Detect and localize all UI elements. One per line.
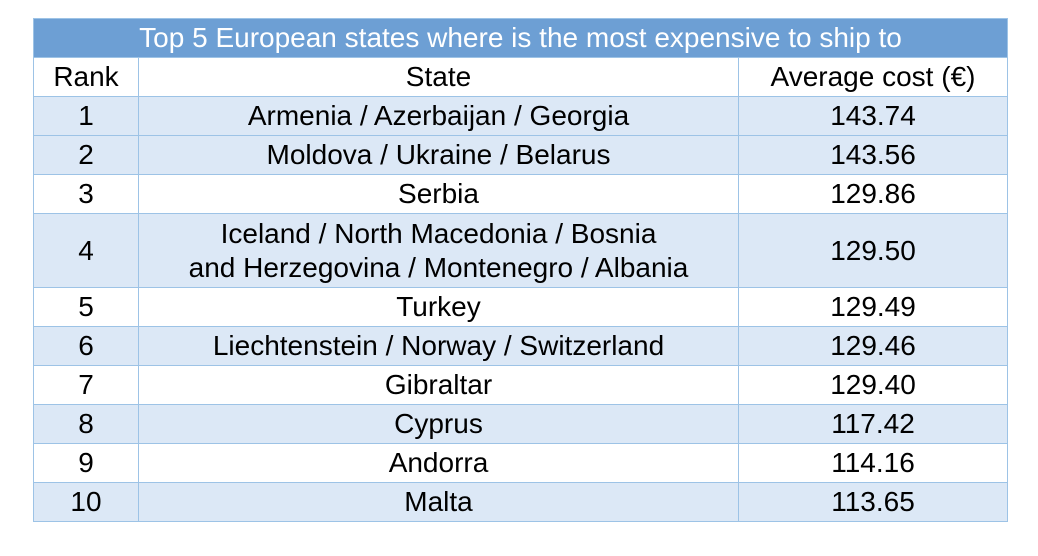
table-row: 10 Malta 113.65 (33, 482, 1009, 522)
rank-cell: 6 (33, 326, 139, 366)
rank-cell: 2 (33, 135, 139, 175)
rank-cell: 5 (33, 287, 139, 327)
rank-cell: 10 (33, 482, 139, 522)
state-cell: Gibraltar (138, 365, 739, 405)
column-header-cost: Average cost (€) (737, 57, 1009, 97)
table-title: Top 5 European states where is the most … (32, 18, 1009, 58)
cost-cell: 143.56 (737, 135, 1009, 175)
table-row: 2 Moldova / Ukraine / Belarus 143.56 (33, 135, 1009, 175)
table-header-row: Rank State Average cost (€) (33, 57, 1009, 97)
cost-cell: 143.74 (737, 96, 1009, 136)
state-cell: Liechtenstein / Norway / Switzerland (138, 326, 739, 366)
cost-cell: 129.50 (737, 213, 1009, 288)
rank-cell: 4 (33, 213, 139, 288)
state-cell: Malta (138, 482, 739, 522)
cost-cell: 129.46 (737, 326, 1009, 366)
table-row: 8 Cyprus 117.42 (33, 404, 1009, 444)
table-title-row: Top 5 European states where is the most … (32, 18, 1009, 58)
state-cell: Armenia / Azerbaijan / Georgia (138, 96, 739, 136)
shipping-cost-table: Top 5 European states where is the most … (32, 18, 1009, 522)
table-row: 1 Armenia / Azerbaijan / Georgia 143.74 (33, 96, 1009, 136)
cost-cell: 129.86 (737, 174, 1009, 214)
state-cell: Andorra (138, 443, 739, 483)
column-header-rank: Rank (33, 57, 139, 97)
state-cell: Cyprus (138, 404, 739, 444)
state-cell-line-2: and Herzegovina / Montenegro / Albania (188, 251, 689, 283)
rank-cell: 9 (33, 443, 139, 483)
table-row: 9 Andorra 114.16 (33, 443, 1009, 483)
cost-cell: 113.65 (737, 482, 1009, 522)
cost-cell: 114.16 (737, 443, 1009, 483)
table-row: 7 Gibraltar 129.40 (33, 365, 1009, 405)
rank-cell: 8 (33, 404, 139, 444)
cost-cell: 129.49 (737, 287, 1009, 327)
state-cell: Iceland / North Macedonia / Bosnia and H… (138, 213, 739, 288)
table-row: 6 Liechtenstein / Norway / Switzerland 1… (33, 326, 1009, 366)
rank-cell: 7 (33, 365, 139, 405)
state-cell: Turkey (138, 287, 739, 327)
shipping-cost-table-container: Top 5 European states where is the most … (32, 18, 1009, 522)
table-row: 5 Turkey 129.49 (33, 287, 1009, 327)
state-cell: Moldova / Ukraine / Belarus (138, 135, 739, 175)
cost-cell: 117.42 (737, 404, 1009, 444)
state-cell: Serbia (138, 174, 739, 214)
column-header-state: State (138, 57, 739, 97)
rank-cell: 1 (33, 96, 139, 136)
table-row: 4 Iceland / North Macedonia / Bosnia and… (33, 213, 1009, 288)
state-cell-line-1: Iceland / North Macedonia / Bosnia (220, 217, 657, 249)
cost-cell: 129.40 (737, 365, 1009, 405)
rank-cell: 3 (33, 174, 139, 214)
table-row: 3 Serbia 129.86 (33, 174, 1009, 214)
